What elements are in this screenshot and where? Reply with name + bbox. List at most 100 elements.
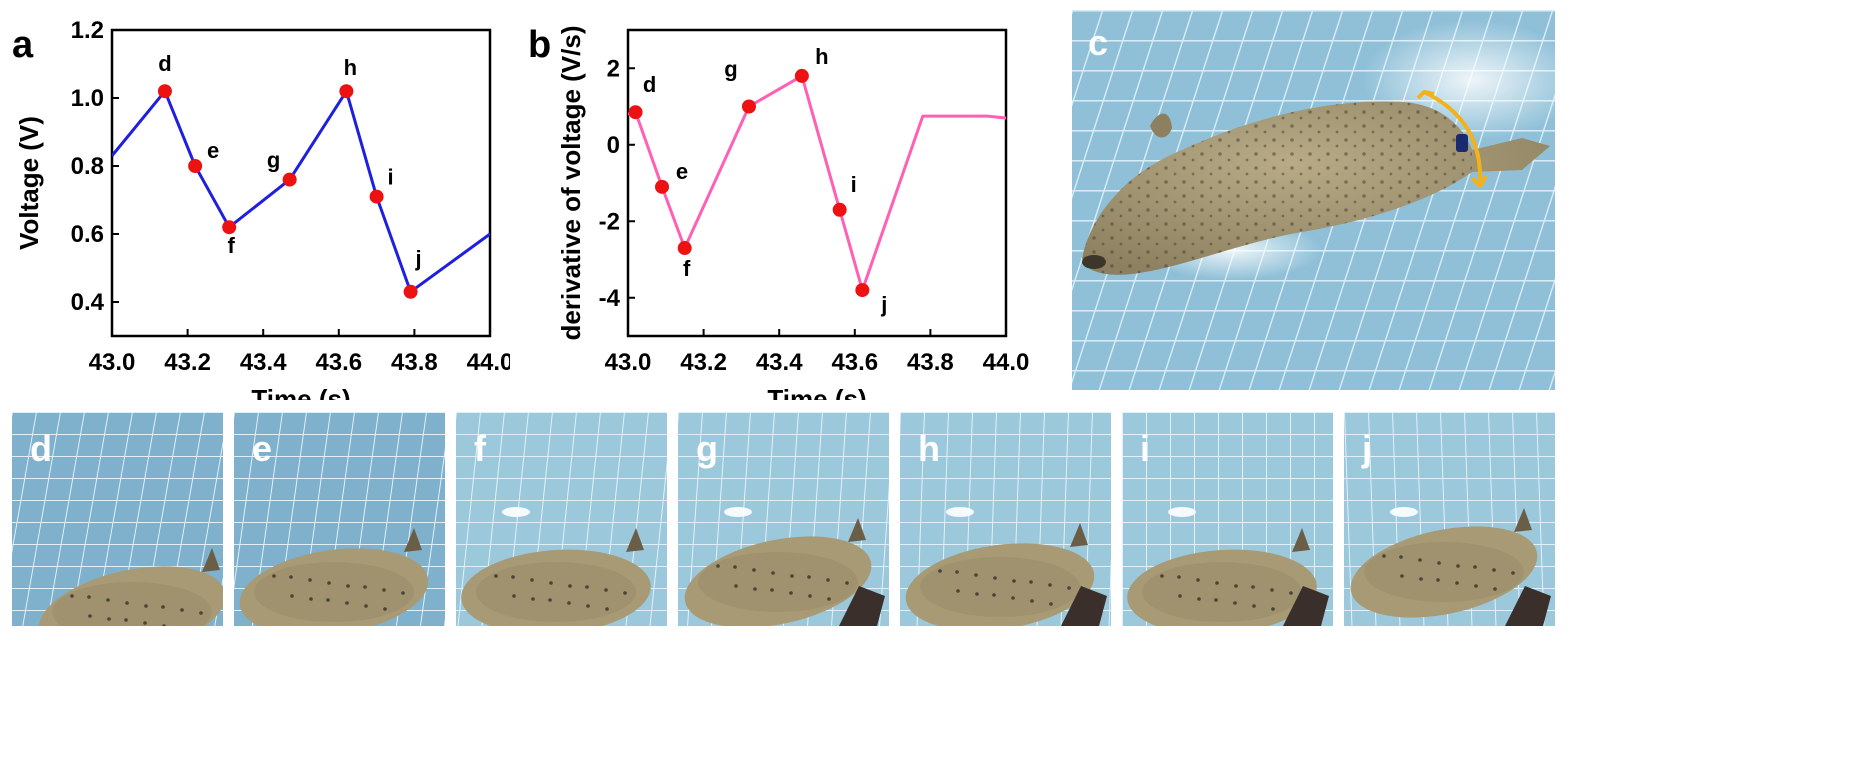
- x-tick-label: 44.0: [467, 349, 510, 376]
- trainer-hand: [1061, 586, 1107, 626]
- frame-image: [1122, 412, 1333, 626]
- y-tick-label: -4: [599, 285, 621, 312]
- data-point-j: [855, 283, 870, 298]
- frame-letter-e: e: [252, 428, 273, 469]
- y-tick-label: 1.2: [71, 17, 104, 44]
- frame-image: [234, 412, 445, 626]
- y-tick-label: 2: [607, 55, 620, 82]
- frame-image: [678, 412, 889, 626]
- panel-letter-b: b: [528, 24, 552, 66]
- y-tick-label: -2: [599, 208, 620, 235]
- y-axis-label: Voltage (V): [14, 116, 44, 250]
- seal-figure: [1082, 101, 1550, 275]
- point-label-i: i: [388, 165, 394, 190]
- x-axis-label: Time (s): [251, 384, 350, 400]
- x-tick-label: 43.2: [680, 349, 727, 376]
- x-tick-label: 43.6: [315, 349, 362, 376]
- panel-letter-a: a: [12, 24, 34, 66]
- frame-letter-d: d: [30, 428, 52, 469]
- seal-figure: [38, 548, 223, 626]
- x-tick-label: 43.8: [391, 349, 438, 376]
- data-point-i: [369, 189, 384, 204]
- seal-body: [461, 549, 651, 626]
- data-point-e: [655, 179, 670, 194]
- data-point-h: [339, 84, 354, 99]
- data-point-e: [188, 159, 203, 173]
- point-label-g: g: [267, 148, 280, 173]
- frame-j: j: [1344, 412, 1555, 626]
- data-point-j: [403, 284, 418, 299]
- light-reflection: [1390, 507, 1418, 517]
- trainer-hand: [839, 586, 885, 626]
- seal-body: [1127, 549, 1317, 626]
- y-tick-label: 0.6: [71, 221, 104, 248]
- motion-arrow-icon: [1416, 90, 1488, 188]
- x-tick-label: 43.8: [907, 349, 954, 376]
- seal-flipper: [848, 518, 866, 542]
- light-reflection: [724, 507, 752, 517]
- x-tick-label: 43.2: [164, 349, 211, 376]
- point-label-j: j: [415, 246, 422, 271]
- data-point-f: [222, 220, 237, 235]
- seal-body: [1350, 526, 1538, 618]
- y-tick-label: 0: [607, 132, 620, 159]
- light-reflection: [1168, 507, 1196, 517]
- frame-d: d: [12, 412, 223, 626]
- x-tick-label: 43.6: [831, 349, 878, 376]
- frame-letter-f: f: [474, 428, 486, 469]
- data-point-g: [741, 99, 756, 114]
- seal-body: [239, 548, 429, 626]
- point-label-i: i: [851, 172, 857, 197]
- seal-flipper: [1514, 508, 1532, 532]
- point-label-d: d: [643, 72, 656, 97]
- frame-image: [456, 412, 667, 626]
- data-point-d: [157, 84, 172, 99]
- seal-figure: [684, 518, 872, 626]
- series-line: [112, 89, 490, 294]
- frame-f: f: [456, 412, 667, 626]
- x-tick-label: 43.0: [89, 349, 136, 376]
- trainer-hand: [1283, 586, 1329, 626]
- seal-flipper: [1292, 528, 1310, 552]
- frame-letter-g: g: [696, 428, 718, 469]
- x-tick-label: 44.0: [983, 349, 1030, 376]
- light-reflection: [946, 507, 974, 517]
- panel-letter-c: c: [1088, 22, 1109, 63]
- frame-image: [1344, 412, 1555, 626]
- data-point-h: [794, 68, 809, 83]
- y-axis-label: derivative of voltage (V/s): [556, 26, 586, 341]
- frame-g: g: [678, 412, 889, 626]
- frame-e: e: [234, 412, 445, 626]
- seal-flipper: [404, 528, 422, 552]
- light-reflection: [502, 507, 530, 517]
- data-point-i: [832, 202, 847, 217]
- seal-figure: [905, 523, 1095, 626]
- seal-figure: [461, 528, 651, 626]
- x-tick-label: 43.4: [240, 349, 287, 376]
- seal-flipper: [1070, 523, 1088, 547]
- y-tick-label: 1.0: [71, 85, 104, 112]
- frame-image: [12, 412, 223, 626]
- seal-body: [684, 536, 872, 626]
- point-label-j: j: [880, 292, 887, 317]
- x-tick-label: 43.0: [605, 349, 652, 376]
- point-label-f: f: [228, 233, 236, 258]
- data-point-f: [677, 241, 692, 256]
- seal-figure: [1127, 528, 1317, 626]
- point-label-e: e: [207, 138, 219, 163]
- y-tick-label: 0.4: [71, 289, 105, 316]
- data-point-g: [282, 172, 297, 187]
- point-label-g: g: [724, 57, 737, 82]
- frame-h: h: [900, 412, 1111, 626]
- point-label-h: h: [344, 55, 357, 80]
- seal-flipper: [202, 548, 220, 572]
- seal-figure: [239, 528, 429, 626]
- x-tick-label: 43.4: [756, 349, 803, 376]
- plot-frame: [110, 28, 492, 338]
- frame-letter-j: j: [1362, 428, 1373, 469]
- point-label-e: e: [676, 159, 688, 184]
- point-label-d: d: [158, 51, 171, 76]
- point-label-h: h: [815, 44, 828, 69]
- plot-frame: [626, 28, 1008, 338]
